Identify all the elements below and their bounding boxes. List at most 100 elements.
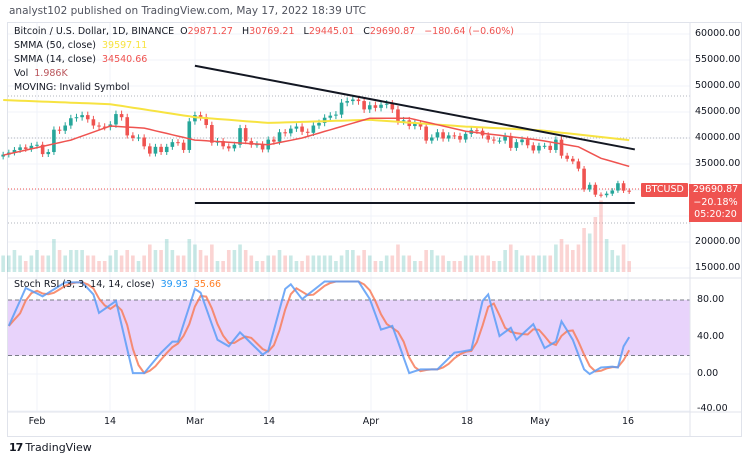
time-tick: Feb <box>28 416 46 427</box>
candle-body <box>164 146 169 153</box>
candle-body <box>153 146 158 154</box>
candle-body <box>159 146 163 153</box>
candle-body <box>260 144 265 150</box>
candle-body <box>74 117 79 119</box>
price-tick: 15000.00 <box>695 262 741 273</box>
time-tick: Apr <box>362 416 380 427</box>
volume-bar <box>396 244 400 272</box>
volume-bar <box>446 261 451 272</box>
volume-bar <box>469 255 474 272</box>
volume-bar <box>508 244 513 272</box>
candle-body <box>187 121 192 150</box>
volume-bar <box>52 239 56 272</box>
candle-body <box>441 132 445 139</box>
candle-body <box>102 126 107 128</box>
volume-bar <box>571 250 575 272</box>
candle-body <box>339 102 344 115</box>
candle-body <box>328 115 333 118</box>
stoch-legend[interactable]: Stoch RSI (3, 3, 14, 14, close) 39.93 35… <box>14 279 222 290</box>
volume-bar <box>243 250 248 272</box>
volume-bar <box>266 255 271 272</box>
candle-body <box>136 137 141 139</box>
candle-body <box>542 145 547 147</box>
candle-body <box>531 145 536 151</box>
price-tick: 50000.00 <box>695 80 741 91</box>
moving-legend[interactable]: MOVING: Invalid Symbol <box>14 82 130 93</box>
stoch-k-line <box>7 280 631 376</box>
smma50-legend[interactable]: SMMA (50, close) 39597.11 <box>14 40 148 51</box>
volume-bar <box>232 250 237 272</box>
volume-bar <box>176 255 180 272</box>
volume-bar <box>57 250 62 272</box>
volume-bar <box>328 255 333 272</box>
volume-bar <box>345 250 349 272</box>
volume-bar <box>148 244 152 272</box>
volume-bar <box>362 250 366 272</box>
volume-bar <box>616 255 620 272</box>
volume-bar <box>283 255 287 272</box>
smma14-legend[interactable]: SMMA (14, close) 34540.66 <box>14 54 148 65</box>
candle-body <box>621 183 626 191</box>
low-value: 29445.01 <box>308 26 355 37</box>
volume-bar <box>599 200 603 272</box>
volume-bar <box>311 255 316 272</box>
symbol-legend: Bitcoin / U.S. Dollar, 1D, BINANCE O2987… <box>14 26 514 37</box>
candles <box>1 95 631 198</box>
high-value: 30769.21 <box>249 26 295 37</box>
smma14-line <box>3 117 630 168</box>
volume-bar <box>604 239 609 272</box>
symbol-price-label: BTCUSD <box>641 183 688 197</box>
candle-body <box>63 125 67 131</box>
tradingview-logo-icon: 17 <box>9 441 23 454</box>
volume-bar <box>441 255 445 272</box>
candle-body <box>97 125 101 127</box>
candle-body <box>35 144 39 146</box>
volume-bar <box>255 261 259 272</box>
volume-bar <box>373 261 378 272</box>
volume-bar <box>525 255 530 272</box>
candle-body <box>486 135 490 140</box>
candle-body <box>604 193 609 196</box>
last-price-box: 29690.87 −20.18% 05:20:20 <box>689 184 742 222</box>
close-value: 29690.87 <box>369 26 416 37</box>
volume-bar <box>294 261 299 272</box>
volume-bar <box>102 261 107 272</box>
volume-bar <box>125 250 130 272</box>
candle-body <box>210 125 214 143</box>
volume-bar <box>164 239 169 272</box>
stoch-tick: 0.00 <box>697 368 719 379</box>
volume-bar <box>85 255 90 272</box>
volume-bar <box>114 250 118 272</box>
volume-bar <box>40 255 45 272</box>
candle-body <box>198 115 203 118</box>
volume-bar <box>587 233 592 272</box>
volume-bar <box>520 255 524 272</box>
candle-body <box>463 133 468 140</box>
tradingview-logo[interactable]: 17 TradingView <box>9 441 92 454</box>
volume-bar <box>322 255 327 272</box>
volume-bar <box>260 261 265 272</box>
candle-body <box>170 142 175 147</box>
volume-bar <box>131 255 135 272</box>
candle-body <box>226 146 231 149</box>
volume-bar <box>69 250 73 272</box>
volume-bar <box>390 255 395 272</box>
volume-bar <box>7 255 11 272</box>
candle-body <box>12 149 17 153</box>
volume-bar <box>334 261 338 272</box>
volume-bar <box>559 239 564 272</box>
candle-body <box>446 135 451 139</box>
stoch-d-line <box>8 280 631 375</box>
candle-body <box>356 99 361 102</box>
candle-body <box>85 115 90 120</box>
candle-body <box>610 190 615 194</box>
candle-body <box>221 141 225 147</box>
volume-legend[interactable]: Vol 1.986K <box>14 68 68 79</box>
candle-body <box>430 137 434 141</box>
candle-body <box>142 137 146 147</box>
candle-body <box>1 154 5 157</box>
volume-bar <box>142 255 146 272</box>
stoch-tick: 80.00 <box>697 294 725 305</box>
stoch-tick: -40.00 <box>697 403 728 414</box>
